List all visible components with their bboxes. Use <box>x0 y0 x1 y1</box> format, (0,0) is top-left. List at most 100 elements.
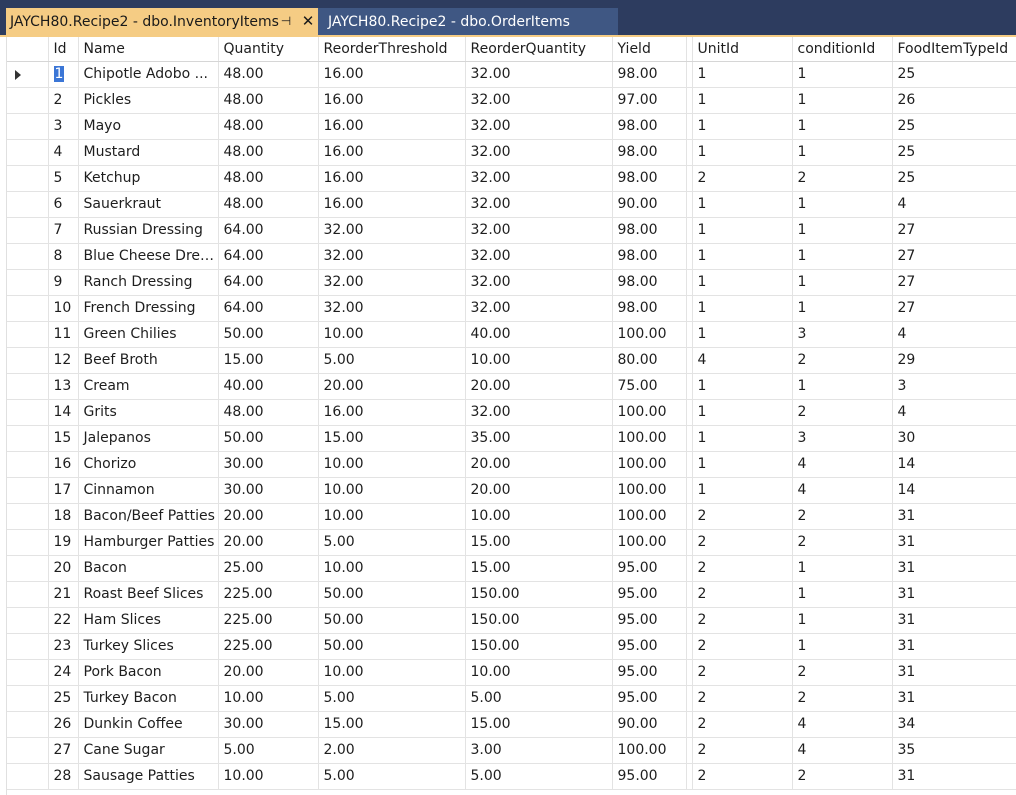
cell-reorder-quantity[interactable]: 32.00 <box>465 191 613 218</box>
table-row[interactable]: 12 Beef Broth 15.00 5.00 10.00 80.00 4 2 29 <box>7 347 1016 374</box>
cell-food-item-type-id[interactable]: 25 <box>892 61 1016 88</box>
cell-unit-id[interactable]: 4 <box>692 347 793 374</box>
cell-id[interactable]: 18 <box>48 503 79 530</box>
cell-id[interactable]: 3 <box>48 113 79 140</box>
cell-name[interactable]: Chorizo <box>78 451 219 478</box>
cell-name[interactable]: Pickles <box>78 87 219 114</box>
cell-condition-id[interactable]: 3 <box>792 425 893 452</box>
cell-yield[interactable]: 95.00 <box>612 633 687 660</box>
row-selector[interactable] <box>7 555 49 582</box>
row-selector[interactable] <box>7 659 49 686</box>
cell-reorder-quantity[interactable]: 32.00 <box>465 243 613 270</box>
cell-reorder-quantity[interactable]: 3.00 <box>465 737 613 764</box>
cell-quantity[interactable]: 30.00 <box>218 711 319 738</box>
cell-name[interactable]: Hamburger Patties <box>78 529 219 556</box>
cell-reorder-threshold[interactable]: 2.00 <box>318 737 466 764</box>
cell-yield[interactable]: 95.00 <box>612 607 687 634</box>
cell-quantity[interactable]: 5.00 <box>218 737 319 764</box>
cell-unit-id[interactable]: 1 <box>692 269 793 296</box>
cell-condition-id[interactable]: 1 <box>792 191 893 218</box>
pin-icon[interactable]: ⊣ <box>280 14 292 28</box>
cell-name[interactable]: Mustard <box>78 139 219 166</box>
cell-food-item-type-id[interactable]: 31 <box>892 607 1016 634</box>
cell-reorder-quantity[interactable]: 20.00 <box>465 477 613 504</box>
cell-condition-id[interactable]: 1 <box>792 243 893 270</box>
cell-reorder-quantity[interactable]: 40.00 <box>465 321 613 348</box>
cell-unit-id[interactable]: 1 <box>692 399 793 426</box>
cell-id[interactable]: 22 <box>48 607 79 634</box>
cell-id[interactable]: 25 <box>48 685 79 712</box>
cell-yield[interactable]: 100.00 <box>612 451 687 478</box>
cell-reorder-threshold[interactable]: 16.00 <box>318 191 466 218</box>
cell-food-item-type-id[interactable]: 31 <box>892 503 1016 530</box>
cell-yield[interactable]: 98.00 <box>612 165 687 192</box>
cell-name[interactable]: Cream <box>78 373 219 400</box>
cell-condition-id[interactable]: 1 <box>792 373 893 400</box>
cell-name[interactable]: Turkey Bacon <box>78 685 219 712</box>
cell-reorder-quantity[interactable]: 32.00 <box>465 399 613 426</box>
cell-unit-id[interactable]: 1 <box>692 425 793 452</box>
cell-quantity[interactable]: 48.00 <box>218 139 319 166</box>
row-selector[interactable] <box>7 763 49 790</box>
column-header-unit-id[interactable]: UnitId <box>692 37 793 62</box>
cell-food-item-type-id[interactable]: 4 <box>892 321 1016 348</box>
cell-reorder-threshold[interactable]: 16.00 <box>318 113 466 140</box>
cell-yield[interactable]: 97.00 <box>612 87 687 114</box>
cell-yield[interactable]: 100.00 <box>612 529 687 556</box>
cell-reorder-threshold[interactable]: 5.00 <box>318 529 466 556</box>
cell-id[interactable]: 15 <box>48 425 79 452</box>
cell-yield[interactable]: 98.00 <box>612 139 687 166</box>
cell-quantity[interactable]: 15.00 <box>218 347 319 374</box>
cell-id[interactable]: 9 <box>48 269 79 296</box>
cell-food-item-type-id[interactable]: 34 <box>892 711 1016 738</box>
cell-id[interactable]: 23 <box>48 633 79 660</box>
column-header-name[interactable]: Name <box>78 37 219 62</box>
table-row[interactable]: 22 Ham Slices 225.00 50.00 150.00 95.00 2 1 31 <box>7 607 1016 634</box>
cell-id[interactable]: 11 <box>48 321 79 348</box>
row-selector[interactable] <box>7 503 49 530</box>
cell-reorder-quantity[interactable]: 32.00 <box>465 217 613 244</box>
cell-quantity[interactable]: 20.00 <box>218 659 319 686</box>
cell-unit-id[interactable]: 1 <box>692 191 793 218</box>
cell-unit-id[interactable]: 1 <box>692 451 793 478</box>
table-row[interactable]: 17 Cinnamon 30.00 10.00 20.00 100.00 1 4 14 <box>7 477 1016 504</box>
cell-id[interactable]: 16 <box>48 451 79 478</box>
cell-reorder-quantity[interactable]: 32.00 <box>465 61 613 88</box>
cell-reorder-quantity[interactable]: 10.00 <box>465 659 613 686</box>
tab-order-items[interactable]: JAYCH80.Recipe2 - dbo.OrderItems <box>318 8 618 35</box>
cell-condition-id[interactable]: 2 <box>792 685 893 712</box>
table-row[interactable]: 25 Turkey Bacon 10.00 5.00 5.00 95.00 2 2 31 <box>7 685 1016 712</box>
cell-reorder-quantity[interactable]: 35.00 <box>465 425 613 452</box>
row-selector[interactable] <box>7 347 49 374</box>
cell-quantity[interactable]: 64.00 <box>218 217 319 244</box>
cell-quantity[interactable]: 48.00 <box>218 399 319 426</box>
cell-reorder-quantity[interactable]: 15.00 <box>465 529 613 556</box>
cell-condition-id[interactable]: 2 <box>792 399 893 426</box>
cell-reorder-quantity[interactable]: 150.00 <box>465 607 613 634</box>
cell-food-item-type-id[interactable]: 35 <box>892 737 1016 764</box>
cell-yield[interactable]: 98.00 <box>612 269 687 296</box>
cell-name[interactable]: Sauerkraut <box>78 191 219 218</box>
cell-condition-id[interactable]: 1 <box>792 555 893 582</box>
cell-yield[interactable]: 100.00 <box>612 321 687 348</box>
cell-food-item-type-id[interactable]: 14 <box>892 477 1016 504</box>
cell-condition-id[interactable]: 1 <box>792 139 893 166</box>
cell-quantity[interactable]: 64.00 <box>218 295 319 322</box>
table-row[interactable]: 27 Cane Sugar 5.00 2.00 3.00 100.00 2 4 35 <box>7 737 1016 764</box>
cell-unit-id[interactable]: 1 <box>692 61 793 88</box>
table-row[interactable]: 7 Russian Dressing 64.00 32.00 32.00 98.00 1 1 2… <box>7 217 1016 244</box>
row-selector[interactable] <box>7 61 49 88</box>
cell-yield[interactable]: 100.00 <box>612 503 687 530</box>
cell-yield[interactable]: 95.00 <box>612 555 687 582</box>
cell-quantity[interactable]: 50.00 <box>218 321 319 348</box>
results-grid[interactable]: Id Name Quantity ReorderThreshold Reorde… <box>6 37 1016 795</box>
cell-id[interactable]: 27 <box>48 737 79 764</box>
cell-food-item-type-id[interactable]: 29 <box>892 347 1016 374</box>
row-selector[interactable] <box>7 87 49 114</box>
column-header-quantity[interactable]: Quantity <box>218 37 319 62</box>
row-selector[interactable] <box>7 529 49 556</box>
cell-food-item-type-id[interactable]: 27 <box>892 217 1016 244</box>
column-header-id[interactable]: Id <box>48 37 79 62</box>
cell-unit-id[interactable]: 2 <box>692 607 793 634</box>
cell-reorder-threshold[interactable]: 20.00 <box>318 373 466 400</box>
